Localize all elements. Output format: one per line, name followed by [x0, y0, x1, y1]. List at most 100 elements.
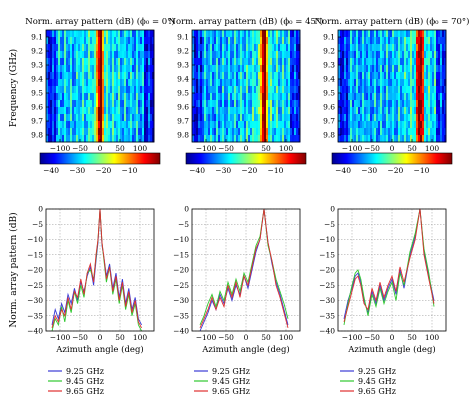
heatmap-cell	[282, 79, 285, 87]
x-tick-label: −50	[72, 333, 88, 342]
heatmap-cell	[230, 107, 233, 115]
heatmap-cell	[88, 114, 91, 122]
legend-label: 9.25 GHz	[212, 367, 250, 376]
heatmap-cell	[136, 86, 139, 94]
heatmap-cell	[372, 100, 375, 108]
heatmap-cell	[130, 93, 133, 101]
heatmap-cell	[244, 135, 247, 143]
heatmap-cell	[358, 30, 361, 38]
heatmap-cell	[390, 128, 393, 136]
heatmap-cell	[268, 30, 271, 38]
heatmap-cell	[430, 100, 433, 108]
heatmap-cell	[402, 121, 405, 129]
heatmap-cell	[62, 135, 65, 143]
x-tick-label: −100	[196, 144, 217, 153]
heatmap-cell	[192, 86, 195, 94]
heatmap-cell	[248, 58, 251, 66]
heatmap-cell	[344, 72, 347, 80]
heatmap-cell	[54, 37, 57, 45]
heatmap-cell	[150, 86, 153, 94]
heatmap-cell	[424, 107, 427, 115]
heatmap-cell	[112, 37, 115, 45]
heatmap-cell	[54, 65, 57, 73]
heatmap-cell	[66, 114, 69, 122]
heatmap-cell	[366, 58, 369, 66]
heatmap-cell	[424, 128, 427, 136]
heatmap-cell	[234, 30, 237, 38]
heatmap-cell	[136, 37, 139, 45]
heatmap-cell	[420, 114, 423, 122]
heatmap-cell	[208, 107, 211, 115]
heatmap-cell	[108, 79, 111, 87]
heatmap-cell	[396, 128, 399, 136]
heatmap-cell	[430, 121, 433, 129]
heatmap-cell	[230, 100, 233, 108]
heatmap-cell	[192, 121, 195, 129]
heatmap-cell	[358, 51, 361, 59]
heatmap-cell	[360, 44, 363, 52]
heatmap-cell	[238, 86, 241, 94]
heatmap-cell	[90, 51, 93, 59]
heatmap-cell	[238, 58, 241, 66]
heatmap-cell	[142, 93, 145, 101]
heatmap-cell	[96, 51, 99, 59]
heatmap-cell	[90, 135, 93, 143]
heatmap-cell	[74, 100, 77, 108]
heatmap-cell	[134, 121, 137, 129]
heatmap-cell	[110, 44, 113, 52]
heatmap-cell	[418, 65, 421, 73]
heatmap-cell	[130, 30, 133, 38]
heatmap-cell	[150, 114, 153, 122]
heatmap-cell	[56, 51, 59, 59]
heatmap-cell	[106, 128, 109, 136]
heatmap-cell	[346, 86, 349, 94]
heatmap-cell	[146, 72, 149, 80]
heatmap-cell	[58, 58, 61, 66]
heatmap-cell	[62, 107, 65, 115]
heatmap-cell	[408, 58, 411, 66]
heatmap-cell	[416, 86, 419, 94]
heatmap-cell	[70, 93, 73, 101]
heatmap-title: Norm. array pattern (dB) (ϕ₀ = 45°)	[169, 16, 324, 27]
heatmap-cell	[126, 114, 129, 122]
heatmap-cell	[264, 51, 267, 59]
heatmap-cell	[62, 58, 65, 66]
heatmap-cell	[228, 114, 231, 122]
heatmap-cell	[438, 107, 441, 115]
heatmap-cell	[200, 93, 203, 101]
heatmap-cell	[140, 107, 143, 115]
heatmap-cell	[130, 58, 133, 66]
heatmap-cell	[274, 65, 277, 73]
heatmap-cell	[216, 114, 219, 122]
heatmap-cell	[282, 114, 285, 122]
heatmap-cell	[132, 107, 135, 115]
heatmap-cell	[54, 135, 57, 143]
heatmap-cell	[60, 114, 63, 122]
heatmap-cell	[388, 44, 391, 52]
heatmap-cell	[46, 135, 49, 143]
heatmap-cell	[104, 58, 107, 66]
heatmap-cell	[100, 86, 103, 94]
heatmap-cell	[424, 72, 427, 80]
heatmap-cell	[136, 65, 139, 73]
heatmap-cell	[376, 121, 379, 129]
heatmap-cell	[102, 79, 105, 87]
heatmap-cell	[224, 128, 227, 136]
heatmap-cell	[344, 58, 347, 66]
heatmap-cell	[242, 135, 245, 143]
heatmap-cell	[208, 37, 211, 45]
heatmap-cell	[192, 93, 195, 101]
heatmap-cell	[294, 65, 297, 73]
heatmap-cell	[60, 79, 63, 87]
heatmap-cell	[430, 58, 433, 66]
heatmap-cell	[414, 121, 417, 129]
heatmap-cell	[382, 65, 385, 73]
heatmap-cell	[128, 86, 131, 94]
heatmap-cell	[232, 65, 235, 73]
heatmap-cell	[52, 79, 55, 87]
heatmap-cell	[354, 44, 357, 52]
heatmap-cell	[210, 44, 213, 52]
heatmap-cell	[118, 58, 121, 66]
heatmap-cell	[434, 135, 437, 143]
heatmap-cell	[426, 86, 429, 94]
